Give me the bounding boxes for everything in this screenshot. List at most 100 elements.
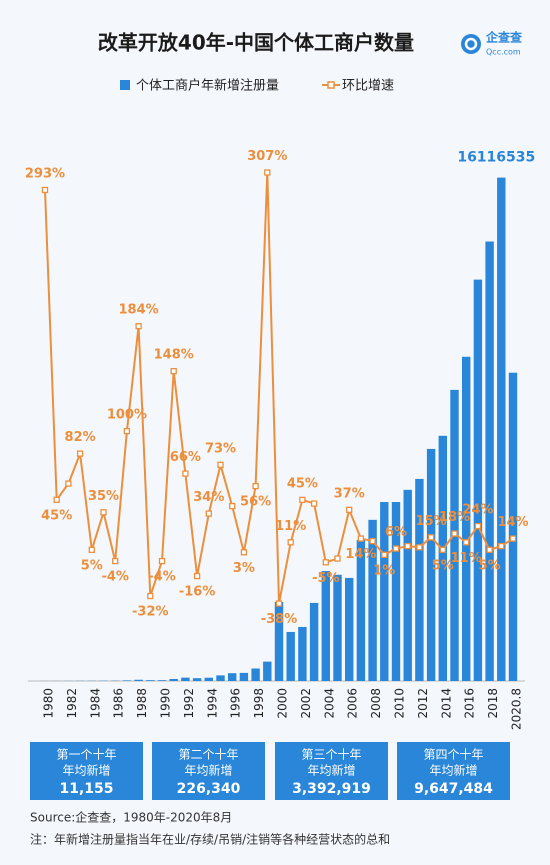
line-marker — [170, 367, 177, 375]
bar — [333, 574, 342, 681]
bar — [216, 675, 225, 681]
line-label: -5% — [312, 571, 339, 586]
line-label: 5% — [479, 558, 501, 573]
bar — [263, 661, 272, 681]
line-marker — [334, 555, 341, 562]
line-marker — [41, 186, 49, 194]
bar — [438, 435, 447, 681]
line-label: 184% — [119, 303, 159, 318]
bar — [204, 677, 213, 681]
bar — [473, 279, 483, 681]
bar — [321, 571, 330, 681]
line-label: 148% — [154, 348, 194, 363]
line-marker — [498, 542, 505, 550]
x-tick-label: 2012 — [416, 688, 430, 719]
bar — [415, 478, 424, 681]
logo-icon-inner — [464, 37, 478, 51]
bar — [309, 602, 319, 681]
bar — [274, 601, 284, 681]
x-tick-label: 1990 — [159, 688, 173, 719]
line-marker — [158, 557, 166, 565]
bar — [157, 680, 167, 681]
x-tick-label: 2004 — [322, 688, 336, 719]
line-label: 100% — [107, 408, 147, 423]
bar — [228, 673, 237, 681]
x-tick-label: 2020.8 — [510, 688, 524, 730]
bar — [286, 631, 295, 681]
line-marker — [463, 539, 470, 546]
x-tick-label: 1992 — [182, 688, 196, 719]
x-tick-label: 1994 — [205, 688, 219, 719]
line-label: 15% — [416, 514, 447, 529]
line-marker — [416, 544, 423, 551]
legend-label: 个体工商户年新增注册量 — [136, 78, 279, 94]
bar — [426, 448, 436, 681]
bar — [508, 372, 518, 681]
summary-title: 第四个十年 — [423, 748, 483, 762]
bar — [298, 626, 307, 681]
line-marker — [427, 534, 435, 541]
line-marker — [182, 470, 189, 477]
line-marker — [346, 506, 353, 513]
bar — [368, 519, 377, 681]
x-tick-label: 1986 — [112, 688, 126, 719]
summary-subtitle: 年均新增 — [184, 763, 232, 778]
bar — [497, 177, 506, 682]
note: 注：年新增注册量指当年在业/存续/吊销/注销等各种经营状态的总和 — [30, 832, 390, 847]
bar-label: 16116535 — [457, 150, 535, 166]
bar — [192, 678, 202, 681]
bar — [169, 678, 178, 681]
x-tick-label: 2016 — [463, 688, 477, 719]
line-marker — [357, 535, 365, 542]
line-label: 293% — [25, 166, 65, 181]
bar — [356, 539, 366, 681]
line-marker — [147, 592, 154, 600]
summary-title: 第二个十年 — [178, 748, 238, 762]
line-marker — [217, 461, 224, 469]
legend-swatch — [327, 81, 335, 89]
line-marker — [322, 559, 329, 566]
line-marker — [451, 530, 458, 537]
line-marker — [100, 509, 107, 516]
line-marker — [381, 551, 388, 558]
x-tick-label: 2008 — [369, 688, 383, 719]
line-marker — [240, 549, 248, 556]
line-label: 11% — [275, 519, 306, 534]
summary-subtitle: 年均新增 — [62, 763, 110, 778]
line-marker — [264, 169, 271, 176]
summary-value: 9,647,484 — [414, 781, 493, 797]
summary-box — [275, 742, 388, 800]
bar — [239, 672, 249, 681]
line-marker — [123, 427, 131, 435]
summary-subtitle: 年均新增 — [429, 763, 477, 778]
line-marker — [392, 545, 400, 552]
line-marker — [287, 539, 294, 546]
line-marker — [193, 572, 201, 580]
line-label: 5% — [81, 558, 103, 573]
line-label: 1% — [373, 563, 395, 578]
x-tick-label: 1980 — [42, 688, 56, 719]
summary-box — [152, 742, 265, 800]
logo-url: Qcc.com — [486, 48, 521, 57]
x-tick-label: 1996 — [229, 688, 243, 719]
legend-label: 环比增速 — [342, 79, 394, 94]
line-marker — [112, 557, 119, 565]
line-label: 82% — [65, 430, 96, 445]
line-label: 14% — [497, 515, 528, 530]
line-marker — [474, 522, 482, 530]
line-label: -38% — [261, 612, 298, 627]
line-label: -32% — [132, 605, 169, 620]
x-tick-label: 2002 — [299, 688, 313, 719]
x-tick-label: 1982 — [65, 688, 79, 719]
x-tick-label: 2006 — [346, 688, 360, 719]
x-tick-label: 2014 — [439, 688, 453, 719]
line-label: 45% — [41, 508, 72, 523]
line-marker — [205, 510, 212, 517]
bar — [146, 680, 155, 681]
line-marker — [404, 542, 411, 550]
line-label: 73% — [205, 441, 236, 456]
line-label: 34% — [193, 490, 224, 505]
x-tick-label: 1988 — [135, 688, 149, 719]
line-marker — [65, 480, 72, 487]
